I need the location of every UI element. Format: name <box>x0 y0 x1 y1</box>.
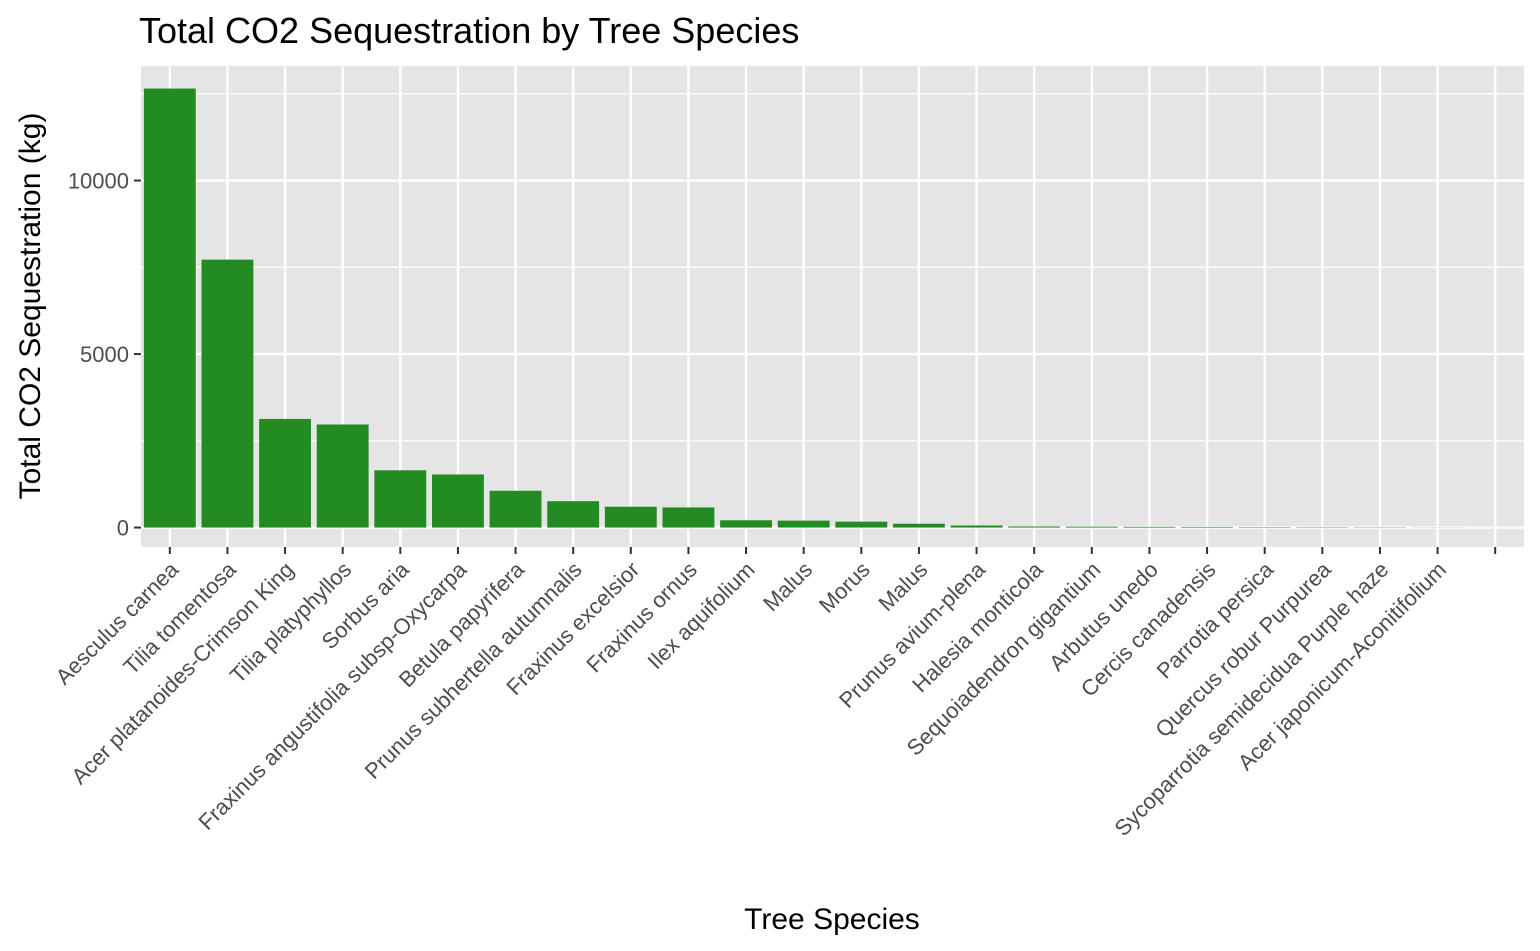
y-axis-title: Total CO2 Sequestration (kg) <box>14 113 47 500</box>
bar <box>201 259 254 528</box>
bar <box>893 523 945 528</box>
bar <box>143 88 196 528</box>
bar <box>316 424 369 528</box>
bar <box>1123 526 1176 528</box>
bar <box>662 507 715 528</box>
bars <box>143 88 1522 528</box>
x-axis-title: Tree Species <box>744 903 920 936</box>
bar <box>1065 526 1118 528</box>
bar <box>950 525 1003 528</box>
bar <box>1008 526 1061 528</box>
y-tick-label: 0 <box>117 516 129 541</box>
bar <box>259 418 311 528</box>
bar <box>489 490 542 528</box>
bar <box>1181 526 1233 528</box>
plot-panel <box>141 66 1524 547</box>
bar <box>835 521 888 528</box>
y-axis: 0 5000 10000 <box>68 169 141 541</box>
bar <box>777 520 830 528</box>
bar <box>432 474 484 528</box>
y-tick-label: 5000 <box>80 342 129 367</box>
bar <box>720 520 772 528</box>
chart-title: Total CO2 Sequestration by Tree Species <box>139 10 799 51</box>
bar <box>547 501 600 528</box>
x-tick-label: Morus <box>814 557 875 618</box>
x-tick-label: Malus <box>758 557 817 616</box>
bar <box>604 506 657 528</box>
grid-lines <box>141 66 1524 547</box>
bar <box>374 470 427 528</box>
y-tick-label: 10000 <box>68 169 129 194</box>
